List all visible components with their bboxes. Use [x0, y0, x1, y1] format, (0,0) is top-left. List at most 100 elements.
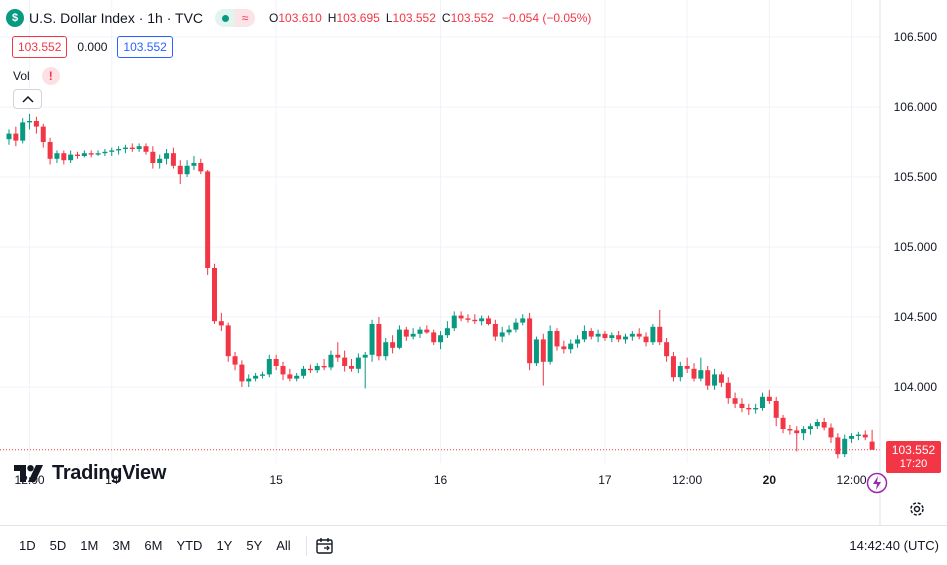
candle [513, 318, 519, 333]
settings-gear-icon[interactable] [908, 500, 926, 518]
candle [609, 332, 615, 343]
candle-body [383, 342, 389, 357]
candle-body [33, 121, 39, 127]
candle [664, 338, 670, 362]
ohlc-low: L103.552 [385, 11, 436, 25]
candle-body [47, 142, 53, 159]
candle [855, 431, 861, 441]
candle-body [136, 146, 142, 149]
candle [307, 364, 313, 373]
warning-icon[interactable]: ! [41, 67, 60, 85]
candle [362, 352, 368, 389]
candle-body [122, 147, 128, 149]
range-button-ytd[interactable]: YTD [176, 538, 203, 553]
candle-body [109, 150, 115, 152]
candle [212, 263, 217, 324]
candle-body [20, 122, 26, 141]
price-tick-label: 104.000 [893, 380, 937, 394]
candle [650, 324, 656, 345]
candle-body [143, 146, 149, 152]
candle-body [410, 333, 416, 337]
candle-body [129, 147, 135, 149]
candle [47, 137, 53, 165]
candle [506, 325, 512, 336]
candle-body [232, 356, 238, 365]
candle [205, 170, 211, 275]
sell-price-button[interactable]: 103.552 [12, 36, 68, 58]
candle-body [527, 318, 533, 364]
tradingview-logo[interactable]: TradingView [14, 462, 166, 485]
candle [862, 430, 868, 441]
range-button-5y[interactable]: 5Y [246, 538, 263, 553]
candle-body [287, 374, 293, 379]
candle-body [225, 325, 231, 357]
candle-body [547, 331, 553, 362]
buy-price-button[interactable]: 103.552 [117, 36, 173, 58]
go-to-date-calendar-icon[interactable] [315, 536, 335, 556]
candle-body [61, 153, 67, 161]
candle [239, 360, 245, 387]
candle-body [355, 357, 361, 369]
market-status-pill[interactable]: ≈ [215, 9, 256, 27]
plot-area[interactable] [0, 0, 947, 525]
candle [561, 340, 567, 354]
candle [431, 329, 437, 345]
candle-body [684, 366, 690, 369]
candle [314, 363, 320, 373]
candle [807, 423, 813, 435]
symbol-title[interactable]: U.S. Dollar Index · 1h · TVC [29, 10, 204, 26]
candle [842, 434, 848, 457]
candle-body [164, 153, 170, 159]
candle-body [150, 151, 156, 163]
price-tick-label: 105.500 [893, 170, 937, 184]
candle-body [431, 332, 437, 343]
candle [643, 332, 649, 347]
candle [588, 328, 594, 340]
candle-body [664, 342, 670, 357]
candle [533, 336, 539, 366]
candle [739, 398, 745, 413]
range-buttons: 1D 5D 1M 3M 6M YTD 1Y 5Y All [0, 538, 298, 553]
candle [670, 352, 676, 382]
candle-body [191, 163, 197, 166]
candle-body [40, 126, 46, 142]
candle-body [636, 333, 642, 337]
candle-body [81, 153, 87, 156]
candle [342, 350, 348, 372]
collapse-legend-button[interactable] [13, 89, 42, 109]
candle [225, 322, 231, 362]
time-tick-label: 14 [105, 473, 119, 487]
candle [27, 114, 33, 130]
range-button-6m[interactable]: 6M [144, 538, 163, 553]
range-button-5d[interactable]: 5D [49, 538, 67, 553]
candle [575, 335, 581, 348]
time-tick-label: 20 [762, 473, 777, 487]
candle [396, 325, 402, 350]
range-button-1y[interactable]: 1Y [216, 538, 233, 553]
candle-body [444, 328, 450, 336]
bar-countdown: 17:20 [899, 458, 928, 470]
dollar-icon[interactable]: $ [6, 9, 24, 27]
candle-body [869, 441, 875, 450]
range-button-3m[interactable]: 3M [112, 538, 131, 553]
range-button-all[interactable]: All [276, 538, 291, 553]
spread-value: 0.000 [77, 40, 108, 54]
range-button-1m[interactable]: 1M [80, 538, 99, 553]
lightning-icon[interactable] [866, 472, 888, 494]
candle [527, 312, 533, 371]
candle [554, 328, 560, 351]
volume-label[interactable]: Vol [13, 69, 30, 83]
candle [581, 325, 587, 343]
candle [321, 359, 327, 371]
candle-body [780, 417, 786, 429]
range-button-1d[interactable]: 1D [19, 538, 36, 553]
candle [81, 150, 87, 158]
candle-body [540, 339, 546, 362]
candle-body [116, 149, 122, 151]
utc-clock[interactable]: 14:42:40 (UTC) [849, 538, 939, 553]
candle-body [246, 378, 252, 382]
last-price-value: 103.552 [891, 443, 936, 457]
candle-body [403, 329, 409, 337]
time-tick-label: 17 [598, 473, 612, 487]
candle [438, 331, 444, 350]
